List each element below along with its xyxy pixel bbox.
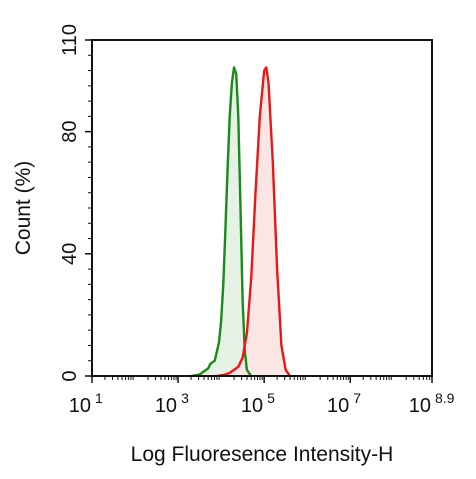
x-tick-exponent: 5 bbox=[267, 390, 275, 406]
series-lines bbox=[190, 66, 291, 378]
series-1-line bbox=[190, 66, 253, 378]
x-tick-base: 10 bbox=[409, 395, 431, 417]
x-tick-label: 10 8.9 bbox=[409, 390, 455, 417]
x-tick-labels: 10 1 10 3 10 5 10 7 10 8.9 bbox=[69, 390, 455, 417]
series-1-area bbox=[191, 67, 252, 376]
x-tick-label: 10 3 bbox=[155, 390, 189, 417]
x-tick-base: 10 bbox=[155, 395, 177, 417]
y-tick-label: 80 bbox=[59, 121, 81, 143]
y-tick-label: 110 bbox=[59, 24, 81, 56]
x-tick-exponent: 8.9 bbox=[435, 390, 455, 406]
x-axis-title: Log Fluoresence Intensity-H bbox=[131, 443, 394, 466]
y-axis-title: Count (%) bbox=[12, 161, 35, 256]
x-tick-label: 10 5 bbox=[241, 390, 275, 417]
x-tick-exponent: 7 bbox=[353, 390, 361, 406]
x-tick-base: 10 bbox=[69, 395, 91, 417]
series-2-line bbox=[216, 66, 291, 378]
x-tick-label: 10 1 bbox=[69, 390, 103, 417]
y-tick-label: 40 bbox=[59, 243, 81, 265]
x-tick-exponent: 1 bbox=[95, 390, 103, 406]
x-tick-exponent: 3 bbox=[181, 390, 189, 406]
x-tick-base: 10 bbox=[327, 395, 349, 417]
y-tick-labels: 0 40 80 110 bbox=[59, 24, 81, 382]
x-tick-label: 10 7 bbox=[327, 390, 361, 417]
y-tick-label: 0 bbox=[59, 370, 81, 381]
x-tick-base: 10 bbox=[241, 395, 263, 417]
axis-ticks bbox=[85, 39, 433, 383]
